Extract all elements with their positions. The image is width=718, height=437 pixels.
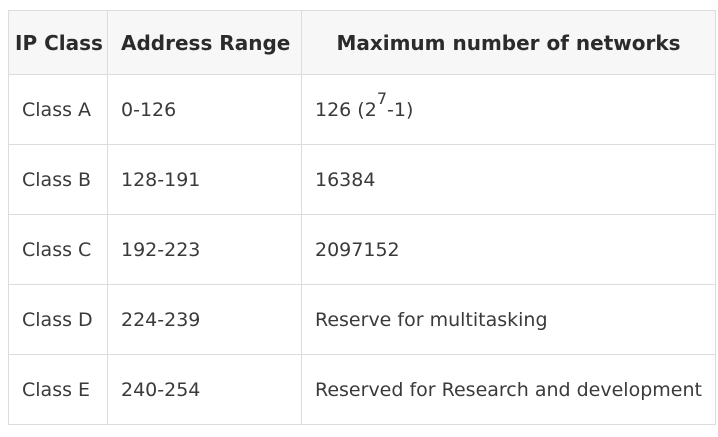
cell-max-networks: Reserved for Research and development: [301, 354, 716, 425]
table-row: Class E 240-254 Reserved for Research an…: [8, 354, 716, 425]
header-address-range: Address Range: [107, 10, 302, 75]
cell-address-range: 240-254: [107, 354, 302, 425]
ip-class-table: IP Class Address Range Maximum number of…: [8, 10, 716, 425]
header-row: IP Class Address Range Maximum number of…: [8, 10, 716, 75]
table-row: Class D 224-239 Reserve for multitasking: [8, 284, 716, 355]
table-body: Class A 0-126 126 (27-1) Class B 128-191…: [8, 74, 716, 425]
header-max-networks: Maximum number of networks: [301, 10, 716, 75]
cell-ip-class: Class E: [8, 354, 108, 425]
cell-ip-class: Class D: [8, 284, 108, 355]
networks-base: 126 (2: [315, 98, 377, 121]
header-ip-class: IP Class: [8, 10, 108, 75]
table-row: Class B 128-191 16384: [8, 144, 716, 215]
cell-max-networks: 2097152: [301, 214, 716, 285]
cell-max-networks: 16384: [301, 144, 716, 215]
cell-ip-class: Class C: [8, 214, 108, 285]
cell-ip-class: Class A: [8, 74, 108, 145]
cell-address-range: 224-239: [107, 284, 302, 355]
table-header: IP Class Address Range Maximum number of…: [8, 10, 716, 75]
networks-tail: -1): [387, 98, 414, 121]
cell-address-range: 192-223: [107, 214, 302, 285]
table-row: Class C 192-223 2097152: [8, 214, 716, 285]
networks-exponent: 7: [376, 89, 387, 109]
cell-max-networks: 126 (27-1): [301, 74, 716, 145]
cell-ip-class: Class B: [8, 144, 108, 215]
table-row: Class A 0-126 126 (27-1): [8, 74, 716, 145]
cell-address-range: 128-191: [107, 144, 302, 215]
cell-max-networks: Reserve for multitasking: [301, 284, 716, 355]
cell-address-range: 0-126: [107, 74, 302, 145]
